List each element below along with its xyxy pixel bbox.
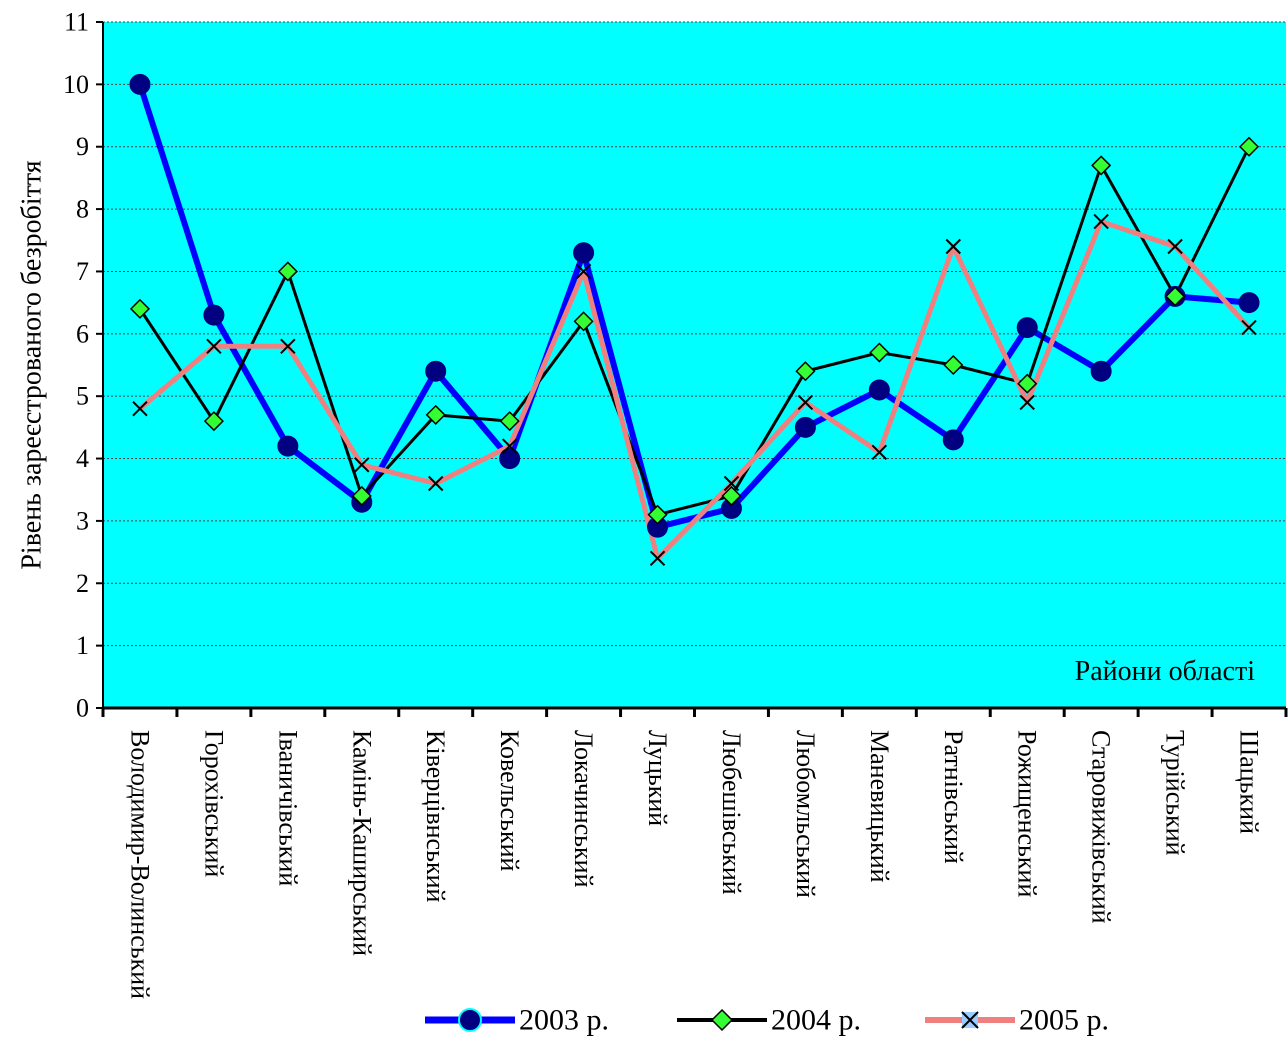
x-tick-label: Володимир-Волинський xyxy=(125,730,154,999)
x-tick-label: Камінь-Каширський xyxy=(347,730,376,956)
point-2005 xyxy=(1093,213,1109,230)
point-2004 xyxy=(425,404,446,425)
point-2003 xyxy=(129,73,151,95)
point-2005 xyxy=(428,475,444,492)
point-2004 xyxy=(1238,136,1260,157)
y-tick-label: 7 xyxy=(76,257,89,286)
point-2003 xyxy=(942,429,964,451)
point-2004 xyxy=(1091,155,1112,176)
legend-label: 2004 р. xyxy=(771,1004,861,1037)
point-2005 xyxy=(871,444,888,461)
point-2005 xyxy=(723,475,740,492)
point-2005 xyxy=(132,400,148,417)
point-2004 xyxy=(1017,373,1038,394)
legend-marker xyxy=(458,1008,482,1032)
x-tick-label: Локачинський xyxy=(569,730,598,888)
series-line-2005-р. xyxy=(138,219,1251,561)
x-tick-label: Шацький xyxy=(1235,730,1264,834)
point-2003 xyxy=(1238,292,1260,314)
x-tick-label: Любешівський xyxy=(717,730,746,895)
point-2005 xyxy=(575,263,592,280)
point-2005 xyxy=(945,238,961,255)
x-tick-label: Ковельський xyxy=(495,730,524,871)
point-2003 xyxy=(277,435,299,457)
y-tick-label: 10 xyxy=(63,70,89,99)
legend-label: 2005 р. xyxy=(1019,1004,1109,1037)
legend-item: 2003 р. xyxy=(425,1004,609,1037)
point-2005 xyxy=(1019,394,1035,411)
point-2003 xyxy=(794,416,816,438)
series-line-2004-р. xyxy=(138,146,1251,517)
point-2003 xyxy=(499,448,521,470)
legend-item: 2004 р. xyxy=(677,1004,861,1037)
axes xyxy=(96,21,1288,717)
y-tick-label: 4 xyxy=(76,444,89,473)
y-tick-label: 2 xyxy=(76,569,89,598)
point-2003 xyxy=(1016,317,1038,339)
y-tick-label: 0 xyxy=(76,694,89,723)
point-2004 xyxy=(203,411,224,432)
point-2004 xyxy=(277,261,298,282)
x-tick-label: Любомльський xyxy=(791,730,820,898)
series-lines xyxy=(137,83,1251,561)
point-2004 xyxy=(499,411,520,432)
point-2004 xyxy=(943,354,964,376)
legend-label: 2003 р. xyxy=(519,1004,609,1037)
legend-marker xyxy=(710,1008,734,1032)
y-axis-label: Рівень зареєстрованого безробіття xyxy=(16,160,47,569)
y-tick-label: 8 xyxy=(76,195,89,224)
x-tick-labels: Володимир-Волинський Горохівський Іваничів… xyxy=(125,730,1263,999)
y-tick-label: 9 xyxy=(76,132,89,161)
x-tick-label: Ратнівський xyxy=(939,730,968,864)
point-2004 xyxy=(721,485,742,507)
point-2003 xyxy=(573,242,595,264)
point-2005 xyxy=(1167,238,1183,255)
point-2005 xyxy=(1241,319,1257,336)
point-2004 xyxy=(795,361,816,382)
y-tick-labels: 0 1 2 3 4 5 6 7 8 9 10 11 xyxy=(63,8,89,723)
legend-item: 2005 р. xyxy=(925,1004,1109,1037)
y-tick-label: 11 xyxy=(64,8,89,37)
y-tick-label: 3 xyxy=(76,506,89,535)
point-2003 xyxy=(203,304,225,326)
legend: 2003 р. 2004 р. 2005 р. xyxy=(425,1004,1109,1037)
point-2004 xyxy=(647,504,668,525)
point-2004 xyxy=(129,298,151,319)
x-tick-label: Горохівський xyxy=(199,730,228,877)
point-2003 xyxy=(1090,360,1112,382)
point-2004 xyxy=(869,342,890,363)
point-2005 xyxy=(649,550,666,567)
x-tick-label: Луцький xyxy=(643,730,672,826)
point-2005 xyxy=(354,457,370,473)
point-2003 xyxy=(425,360,447,382)
x-tick-label: Маневицький xyxy=(865,730,894,883)
x-tick-label: Ківерцівнський xyxy=(421,730,450,903)
x-axis-label: Райони області xyxy=(1075,656,1256,687)
y-tick-label: 6 xyxy=(76,319,89,348)
point-2005 xyxy=(206,338,222,354)
point-2003 xyxy=(868,379,890,401)
y-tick-label: 1 xyxy=(76,631,89,660)
x-tick-label: Турійський xyxy=(1161,730,1190,856)
point-2005 xyxy=(280,338,296,354)
x-tick-label: Рожищенський xyxy=(1013,730,1042,897)
point-2004 xyxy=(1165,286,1186,307)
y-tick-label: 5 xyxy=(76,382,89,411)
point-2004 xyxy=(351,485,372,507)
point-2004 xyxy=(573,311,594,332)
x-tick-label: Старовижівський xyxy=(1087,730,1116,924)
series-markers xyxy=(129,73,1260,567)
point-2005 xyxy=(797,394,814,411)
x-tick-label: Іваничівський xyxy=(273,730,302,886)
point-2005 xyxy=(501,438,518,454)
